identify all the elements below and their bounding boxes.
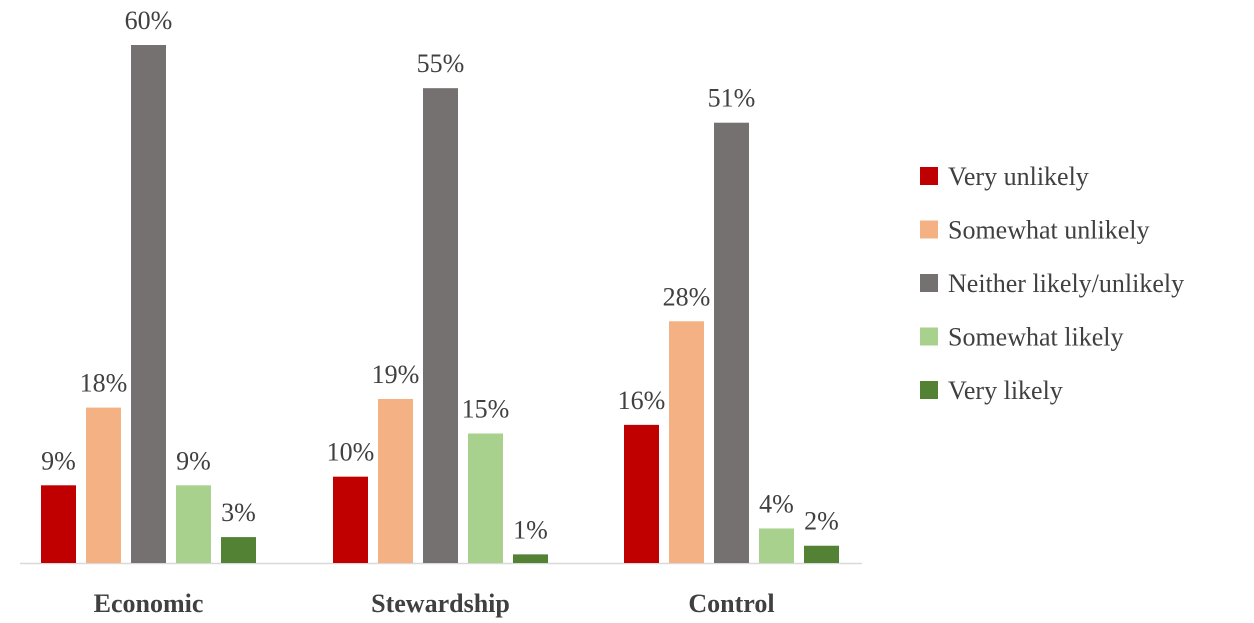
legend-label: Neither likely/unlikely: [948, 269, 1184, 298]
data-label: 9%: [41, 446, 76, 475]
legend-label: Very likely: [948, 376, 1063, 405]
legend-item: Somewhat likely: [920, 323, 1123, 352]
data-label: 55%: [417, 49, 465, 78]
bar-economic-2: [131, 45, 166, 563]
bar-control-1: [669, 321, 704, 563]
bar-control-4: [804, 545, 839, 563]
bar-stewardship-2: [423, 88, 458, 564]
data-label: 3%: [221, 498, 256, 527]
data-label: 16%: [618, 386, 666, 415]
bar-economic-4: [221, 537, 256, 563]
data-label: 10%: [327, 438, 375, 467]
data-label: 4%: [759, 489, 794, 518]
data-label: 1%: [513, 515, 548, 544]
legend-item: Very likely: [920, 376, 1063, 405]
legend-swatch: [920, 327, 938, 346]
bar-economic-0: [41, 485, 76, 563]
data-label: 28%: [663, 282, 711, 311]
bar-stewardship-1: [378, 398, 413, 563]
legend-swatch: [920, 274, 938, 292]
bar-stewardship-4: [513, 554, 548, 563]
legend-label: Somewhat unlikely: [948, 216, 1149, 245]
legend-swatch: [920, 220, 938, 239]
bar-control-2: [714, 122, 749, 563]
category-label: Economic: [94, 589, 204, 618]
data-label: 2%: [804, 507, 839, 536]
bar-control-0: [624, 424, 659, 563]
data-label: 18%: [80, 369, 128, 398]
data-label: 9%: [176, 446, 211, 475]
legend-label: Somewhat likely: [948, 323, 1123, 352]
data-label: 60%: [125, 6, 173, 35]
legend-label: Very unlikely: [948, 162, 1089, 191]
bar-stewardship-0: [333, 476, 368, 563]
category-label: Stewardship: [371, 589, 510, 618]
legend-swatch: [920, 381, 938, 399]
bar-economic-1: [86, 407, 121, 563]
legend-swatch: [920, 167, 938, 185]
bar-economic-3: [176, 485, 211, 563]
legend-item: Somewhat unlikely: [920, 216, 1149, 245]
category-label: Control: [688, 589, 774, 618]
bar-stewardship-3: [468, 433, 503, 563]
legend-item: Neither likely/unlikely: [920, 269, 1184, 298]
data-label: 15%: [462, 395, 510, 424]
data-label: 51%: [708, 84, 756, 113]
legend-item: Very unlikely: [920, 162, 1089, 191]
data-label: 19%: [372, 360, 420, 389]
bar-control-3: [759, 528, 794, 563]
